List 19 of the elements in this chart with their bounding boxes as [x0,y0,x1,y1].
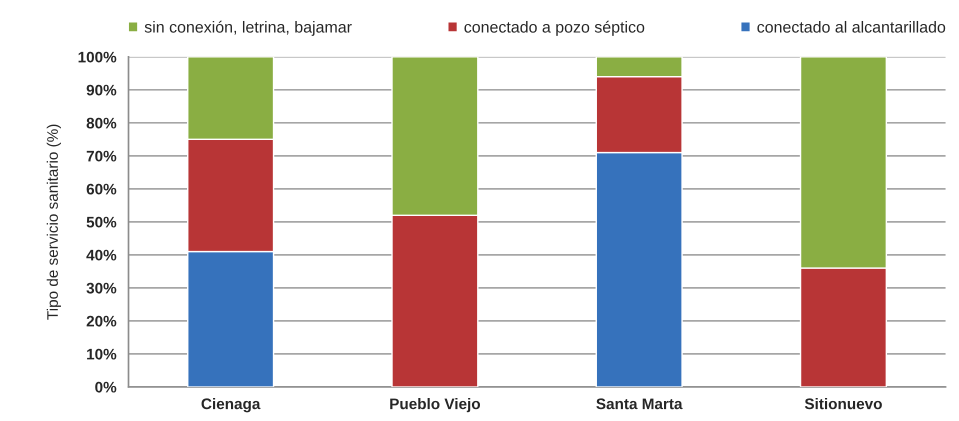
y-tick-label: 0% [95,382,116,393]
legend-label: conectado a pozo séptico [464,20,644,36]
y-tick-label: 60% [86,184,116,195]
y-tick-label: 30% [86,282,116,294]
x-tick-label: Cienaga [202,398,260,412]
y-tick-label: 50% [86,216,116,228]
x-tick-label: Sitionuevo [804,398,882,410]
y-tick-label: 20% [86,316,116,327]
y-tick-label: 40% [86,250,116,261]
x-tick-label: Pueblo Viejo [390,398,480,412]
y-tick-label: 70% [86,150,116,162]
legend-label: conectado al alcantarillado [757,20,946,33]
y-tick-label: 90% [86,84,116,96]
legend-label: sin conexión, letrina, bajamar [144,20,352,36]
y-tick-label: 80% [86,118,116,129]
y-tick-label: 100% [78,52,116,63]
y-tick-label: 10% [87,348,116,360]
y-axis-title: Tipo de servicio sanitario (%) [46,124,61,320]
x-tick-label: Santa Marta [596,398,683,410]
